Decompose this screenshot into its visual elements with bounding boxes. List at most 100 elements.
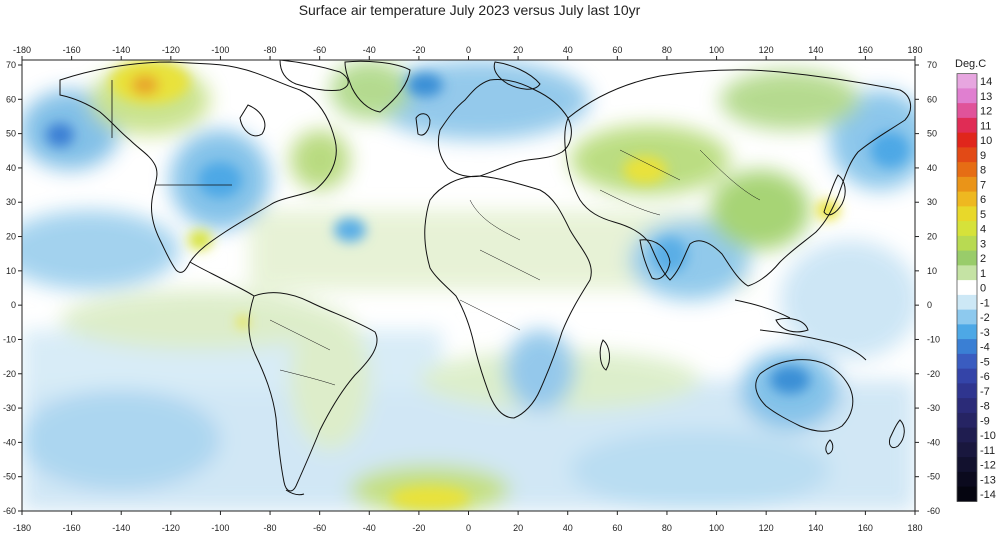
legend-label: -9: [980, 415, 990, 427]
x-tick-label: 0: [466, 45, 471, 55]
legend-swatch: [957, 339, 977, 355]
legend-label: 0: [980, 283, 986, 295]
x-tick-label: 180: [907, 523, 922, 533]
x-tick-label: -80: [264, 523, 277, 533]
legend-label: -13: [980, 474, 996, 486]
legend-swatch: [957, 162, 977, 178]
legend-colorbar: [956, 73, 978, 502]
x-tick-label: -100: [211, 45, 229, 55]
legend-swatch: [957, 147, 977, 163]
x-tick-label: -140: [112, 523, 130, 533]
legend-swatch: [957, 250, 977, 266]
y-tick-label: -10: [3, 334, 16, 344]
y-axis-left: 70 60 50 40 30 20 10 0 -10 -20 -30 -40 -50 -60: [3, 60, 22, 516]
x-axis-bottom: -180 -160 -140 -120 -100 -80 -60 -40 -20 0 20 40 60 8…: [13, 511, 923, 533]
x-tick-label: -120: [162, 523, 180, 533]
x-tick-label: 120: [759, 523, 774, 533]
x-tick-label: -60: [313, 45, 326, 55]
x-tick-label: 140: [808, 45, 823, 55]
x-tick-label: -100: [211, 523, 229, 533]
legend-label: -7: [980, 386, 990, 398]
legend-swatch: [957, 191, 977, 207]
legend-label: -6: [980, 371, 990, 383]
y-tick-label: -20: [927, 369, 940, 379]
legend-label: -12: [980, 460, 996, 472]
legend-label: 11: [980, 120, 991, 132]
legend-label: -4: [980, 342, 990, 354]
legend-swatch: [957, 471, 977, 488]
x-tick-label: 100: [709, 45, 724, 55]
legend-swatch: [957, 442, 977, 458]
x-tick-label: -20: [412, 45, 425, 55]
legend-swatch: [957, 383, 977, 399]
legend-swatch: [957, 176, 977, 193]
legend-label: 3: [980, 238, 986, 250]
legend-swatch: [957, 294, 977, 311]
x-tick-label: -180: [13, 523, 31, 533]
legend-label: 2: [980, 253, 986, 265]
y-tick-label: -60: [3, 506, 16, 516]
legend-label: 13: [980, 91, 992, 103]
y-tick-label: 40: [6, 163, 16, 173]
legend-label: -8: [980, 401, 990, 413]
x-tick-label: -160: [63, 45, 81, 55]
map-title: Surface air temperature July 2023 versus…: [298, 2, 641, 18]
legend-label: 9: [980, 150, 986, 162]
x-tick-label: -20: [412, 523, 425, 533]
y-tick-label: 30: [6, 197, 16, 207]
legend-label: -1: [980, 297, 990, 309]
legend-label: -11: [980, 445, 995, 457]
legend-labels: 14131211109876543210-1-2-3-4-5-6-7-8-9-1…: [980, 76, 996, 501]
y-tick-label: 50: [927, 129, 937, 139]
x-tick-label: 40: [563, 45, 573, 55]
legend-label: 5: [980, 209, 986, 221]
legend: Deg.C 14131211109876543210-1-2-3-4-5-6-7…: [955, 58, 996, 502]
x-tick-label: 60: [612, 45, 622, 55]
legend-label: 7: [980, 179, 986, 191]
y-tick-label: 20: [6, 232, 16, 242]
y-tick-label: -10: [927, 334, 940, 344]
x-tick-label: 0: [466, 523, 471, 533]
legend-swatch: [957, 221, 977, 237]
y-tick-label: 20: [927, 232, 937, 242]
x-tick-label: 160: [858, 523, 873, 533]
legend-label: 10: [980, 135, 992, 147]
x-tick-label: 160: [858, 45, 873, 55]
y-tick-label: 30: [927, 197, 937, 207]
x-tick-label: -180: [13, 45, 31, 55]
x-tick-label: 80: [662, 523, 672, 533]
legend-label: -14: [980, 489, 996, 501]
x-tick-label: -80: [264, 45, 277, 55]
x-tick-label: -140: [112, 45, 130, 55]
legend-swatch: [957, 427, 977, 443]
legend-swatch: [957, 309, 977, 325]
legend-swatch: [957, 103, 977, 119]
legend-swatch: [957, 280, 977, 296]
y-tick-label: -20: [3, 369, 16, 379]
x-tick-label: -40: [363, 45, 376, 55]
legend-label: 6: [980, 194, 986, 206]
y-tick-label: -30: [3, 403, 16, 413]
x-axis-top: -180 -160 -140 -120 -100 -80 -60 -40 -20 0 20 40 60 8…: [13, 45, 923, 60]
y-tick-label: -50: [3, 472, 16, 482]
legend-swatch: [957, 353, 977, 370]
y-axis-right: 70 60 50 40 30 20 10 0 -10 -20 -30 -40 -50 -60: [915, 60, 940, 516]
anomaly-field: [22, 60, 915, 511]
legend-swatch: [957, 88, 977, 104]
legend-swatch: [957, 235, 977, 252]
x-tick-label: 20: [513, 45, 523, 55]
x-tick-label: 20: [513, 523, 523, 533]
y-tick-label: -40: [3, 437, 16, 447]
x-tick-label: 80: [662, 45, 672, 55]
legend-swatch: [957, 73, 977, 89]
x-tick-label: -120: [162, 45, 180, 55]
y-tick-label: 10: [927, 266, 937, 276]
x-tick-label: 120: [759, 45, 774, 55]
legend-label: -5: [980, 356, 990, 368]
legend-title: Deg.C: [955, 58, 986, 70]
legend-swatch: [957, 117, 977, 134]
legend-swatch: [957, 486, 977, 502]
legend-swatch: [957, 206, 977, 222]
legend-swatch: [957, 412, 977, 429]
